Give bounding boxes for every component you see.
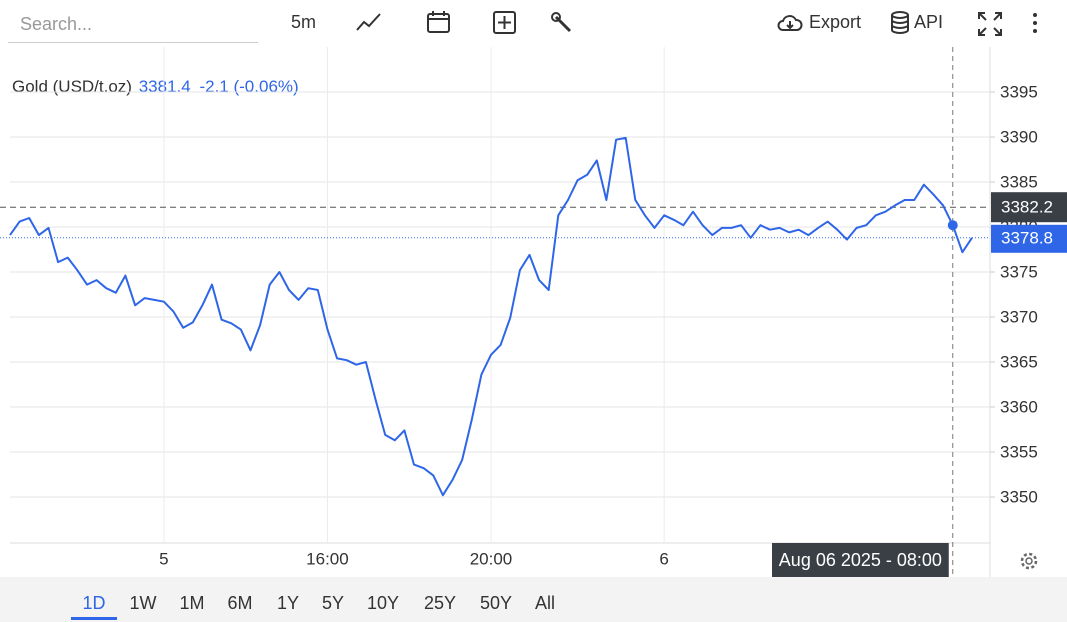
export-icon[interactable] bbox=[776, 11, 804, 35]
x-tick-label: 20:00 bbox=[470, 549, 513, 568]
crosshair-point bbox=[947, 220, 958, 231]
crosshair-label: Aug 06 2025 - 08:00 bbox=[779, 550, 942, 570]
range-button[interactable]: 25Y bbox=[423, 593, 457, 613]
interval-button[interactable]: 5m bbox=[291, 12, 317, 32]
price-line bbox=[9, 136, 973, 497]
y-tick-label: 3370 bbox=[1000, 307, 1038, 326]
x-tick-label: 6 bbox=[659, 549, 668, 568]
y-tick-label: 3360 bbox=[1000, 397, 1038, 416]
export-button[interactable]: Export bbox=[809, 12, 862, 32]
more-icon[interactable] bbox=[1030, 12, 1040, 36]
search-box[interactable]: Search... bbox=[8, 8, 258, 43]
range-button[interactable]: 50Y bbox=[479, 593, 513, 613]
instrument-name: Gold (USD/t.oz) bbox=[12, 77, 132, 96]
range-button[interactable]: 1Y bbox=[276, 593, 300, 613]
y-tick-label: 3365 bbox=[1000, 352, 1038, 371]
price-change-percent: (-0.06%) bbox=[233, 77, 299, 96]
last-price: 3381.4 bbox=[138, 77, 191, 96]
range-bar bbox=[0, 577, 1067, 622]
y-tick-label: 3385 bbox=[1000, 172, 1038, 191]
y-tick-label: 3395 bbox=[1000, 82, 1038, 101]
y-tick-label: 3390 bbox=[1000, 127, 1038, 146]
settings-wrench-icon[interactable] bbox=[550, 11, 576, 37]
range-button[interactable]: 1W bbox=[129, 593, 157, 613]
quote-header: Gold (USD/t.oz) 3381.4 -2.1 (-0.06%) bbox=[12, 76, 299, 98]
range-button[interactable]: All bbox=[534, 593, 556, 613]
grid bbox=[10, 47, 990, 543]
y-tick-label: 3350 bbox=[1000, 487, 1038, 506]
calendar-icon[interactable] bbox=[426, 9, 452, 35]
chart: 3350335533603365337033753380338533903395… bbox=[0, 47, 1067, 577]
reference-price-label: 3382.2 bbox=[1001, 198, 1053, 217]
range-button[interactable]: 5Y bbox=[321, 593, 345, 613]
add-indicator-icon[interactable] bbox=[492, 10, 518, 36]
range-button[interactable]: 6M bbox=[227, 593, 253, 613]
reference-price-box bbox=[991, 192, 1067, 223]
last-price-box bbox=[991, 224, 1067, 253]
range-button[interactable]: 1M bbox=[179, 593, 205, 613]
fullscreen-icon[interactable] bbox=[977, 11, 1003, 37]
x-tick-label: 16:00 bbox=[306, 549, 349, 568]
chart-settings-icon[interactable] bbox=[1020, 552, 1038, 570]
crosshair-label-box bbox=[772, 543, 949, 577]
line-type-icon[interactable] bbox=[355, 10, 383, 34]
range-button[interactable]: 1D bbox=[82, 593, 106, 613]
last-price-label: 3378.8 bbox=[1001, 228, 1053, 247]
range-button[interactable]: 10Y bbox=[366, 593, 400, 613]
price-change: -2.1 bbox=[199, 77, 229, 96]
y-tick-label: 3355 bbox=[1000, 442, 1038, 461]
search-placeholder: Search... bbox=[20, 14, 93, 34]
api-icon[interactable] bbox=[890, 10, 912, 36]
range-selected-underline bbox=[71, 617, 117, 620]
x-tick-label: 5 bbox=[159, 549, 168, 568]
api-button[interactable]: API bbox=[914, 12, 944, 32]
y-tick-label: 3375 bbox=[1000, 262, 1038, 281]
